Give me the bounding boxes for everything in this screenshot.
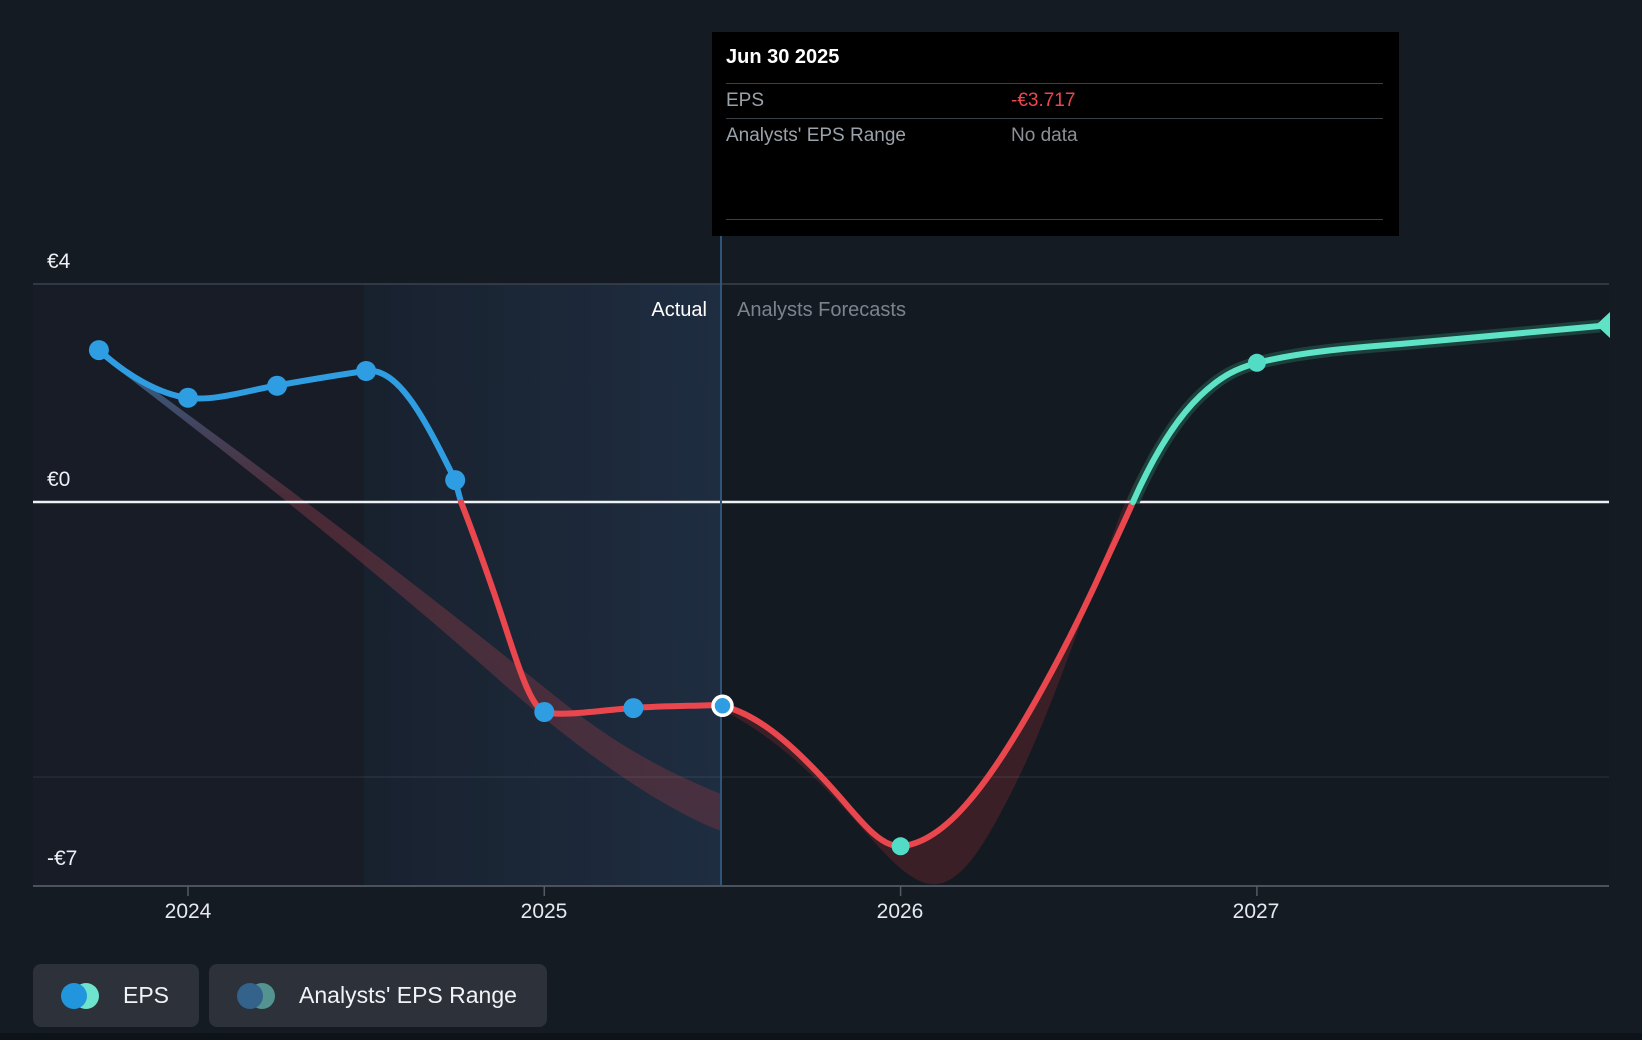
tooltip-divider <box>726 219 1383 220</box>
tooltip-range-value: No data <box>1011 125 1078 146</box>
actual-phase-label: Actual <box>651 299 707 321</box>
legend-item-eps[interactable]: EPS <box>33 964 200 1027</box>
eps-line-forecast-negative <box>715 499 1136 850</box>
tooltip-eps-label: EPS <box>726 90 765 111</box>
forecast-phase-label: Analysts Forecasts <box>737 299 906 321</box>
data-point-actual[interactable] <box>356 361 377 381</box>
forecast-end-arrow-icon <box>1596 312 1610 338</box>
tooltip-date: Jun 30 2025 <box>726 32 1383 84</box>
data-point-actual[interactable] <box>88 340 109 361</box>
y-label-0: €0 <box>47 468 70 491</box>
eps-legend-icon <box>61 982 99 1009</box>
legend-item-analysts-eps-range[interactable]: Analysts' EPS Range <box>209 964 547 1027</box>
data-point-forecast[interactable] <box>1247 353 1266 372</box>
eps-line-forecast-positive <box>1130 323 1603 505</box>
tooltip: Jun 30 2025 EPS -€3.717 Analysts' EPS Ra… <box>712 32 1399 236</box>
tooltip-range-row: Analysts' EPS Range No data <box>726 119 1383 153</box>
data-point-actual[interactable] <box>267 375 288 396</box>
legend: EPS Analysts' EPS Range <box>33 964 547 1027</box>
bottom-strip <box>0 1033 1642 1040</box>
x-label-2027: 2027 <box>1233 900 1280 923</box>
x-axis-ticks <box>187 886 1258 896</box>
tooltip-range-label: Analysts' EPS Range <box>726 125 906 146</box>
legend-analysts-eps-range-label: Analysts' EPS Range <box>299 982 517 1008</box>
actual-region-bg <box>33 284 364 886</box>
data-point-actual[interactable] <box>534 702 555 722</box>
y-label-4: €4 <box>47 250 71 273</box>
data-point-actual[interactable] <box>178 387 198 408</box>
data-point-current[interactable] <box>711 694 734 718</box>
x-label-2025: 2025 <box>521 900 568 923</box>
data-point-forecast[interactable] <box>891 837 910 856</box>
tooltip-eps-row: EPS -€3.717 <box>726 84 1383 119</box>
x-label-2024: 2024 <box>165 900 212 923</box>
x-label-2026: 2026 <box>877 900 924 923</box>
tooltip-eps-value: -€3.717 <box>1011 90 1076 111</box>
data-point-actual[interactable] <box>623 698 644 719</box>
legend-eps-label: EPS <box>123 982 170 1008</box>
forecast-region-bg <box>721 284 1609 886</box>
data-point-actual[interactable] <box>445 470 466 491</box>
analysts-eps-range-legend-icon <box>237 982 276 1009</box>
y-label-minus7: -€7 <box>47 847 77 870</box>
